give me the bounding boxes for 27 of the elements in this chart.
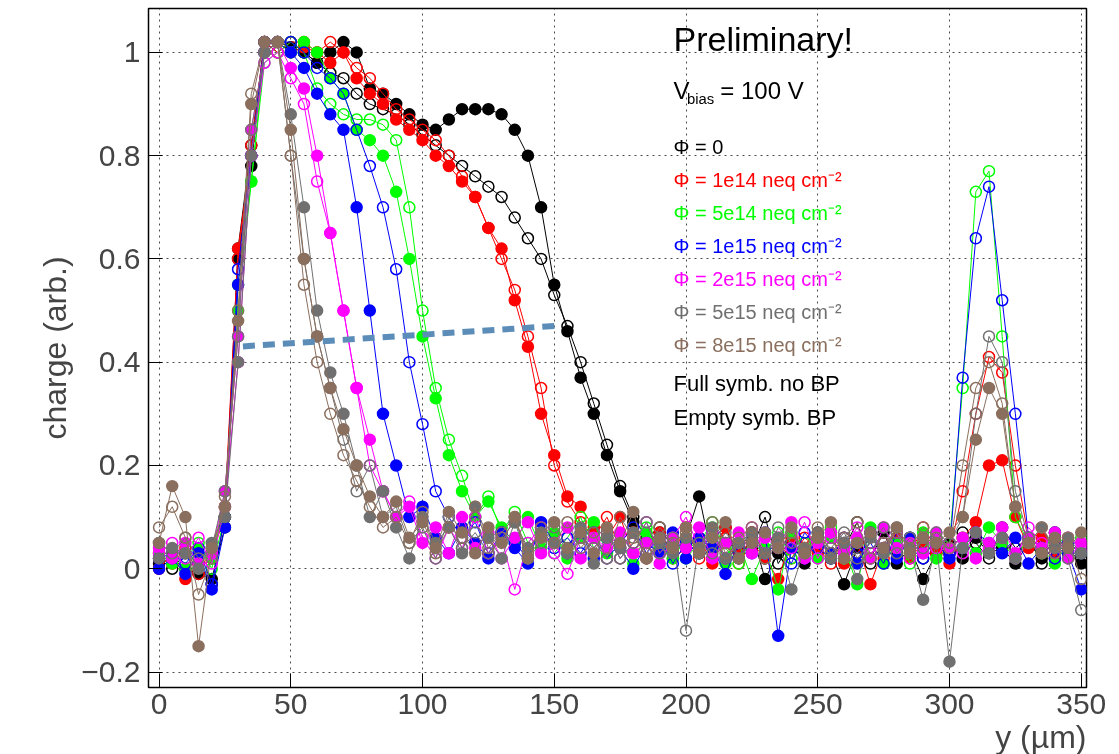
- y-axis-title: charge (arb.): [37, 256, 74, 440]
- text: Φ = 0: [673, 135, 724, 158]
- text: Φ = 2e15 neq cm⁻²: [673, 267, 842, 290]
- x-tick-label: 50: [274, 686, 308, 720]
- text: Φ = 5e15 neq cm⁻²: [673, 300, 842, 323]
- text: Φ = 5e14 neq cm⁻²: [673, 201, 842, 224]
- x-tick-label: 200: [660, 686, 712, 720]
- y-tick-label: 0.2: [98, 448, 141, 482]
- annotation: Full symb. no BP: [673, 371, 840, 396]
- x-tick-label: 150: [529, 686, 580, 720]
- y-tick-label: 0.8: [98, 138, 141, 172]
- x-tick-label: 100: [397, 686, 448, 720]
- x-tick-label: 0: [150, 686, 168, 720]
- y-tick-label: 1: [123, 35, 141, 69]
- text: Φ = 8e15 neq cm⁻²: [673, 333, 842, 356]
- y-tick-label: −0.2: [81, 655, 141, 689]
- x-tick-label: 250: [792, 686, 843, 720]
- text: Φ = 1e15 neq cm⁻²: [673, 234, 842, 257]
- annotation: Preliminary!: [673, 19, 853, 58]
- y-tick-label: 0: [123, 551, 141, 585]
- annotation: Empty symb. BP: [673, 405, 837, 430]
- text: Φ = 1e14 neq cm⁻²: [673, 168, 842, 191]
- y-tick-label: 0.6: [98, 241, 141, 275]
- x-axis-title: y (µm): [995, 718, 1087, 754]
- x-tick-label: 300: [924, 686, 975, 720]
- y-tick-label: 0.4: [98, 345, 141, 379]
- x-tick-label: 350: [1056, 686, 1107, 720]
